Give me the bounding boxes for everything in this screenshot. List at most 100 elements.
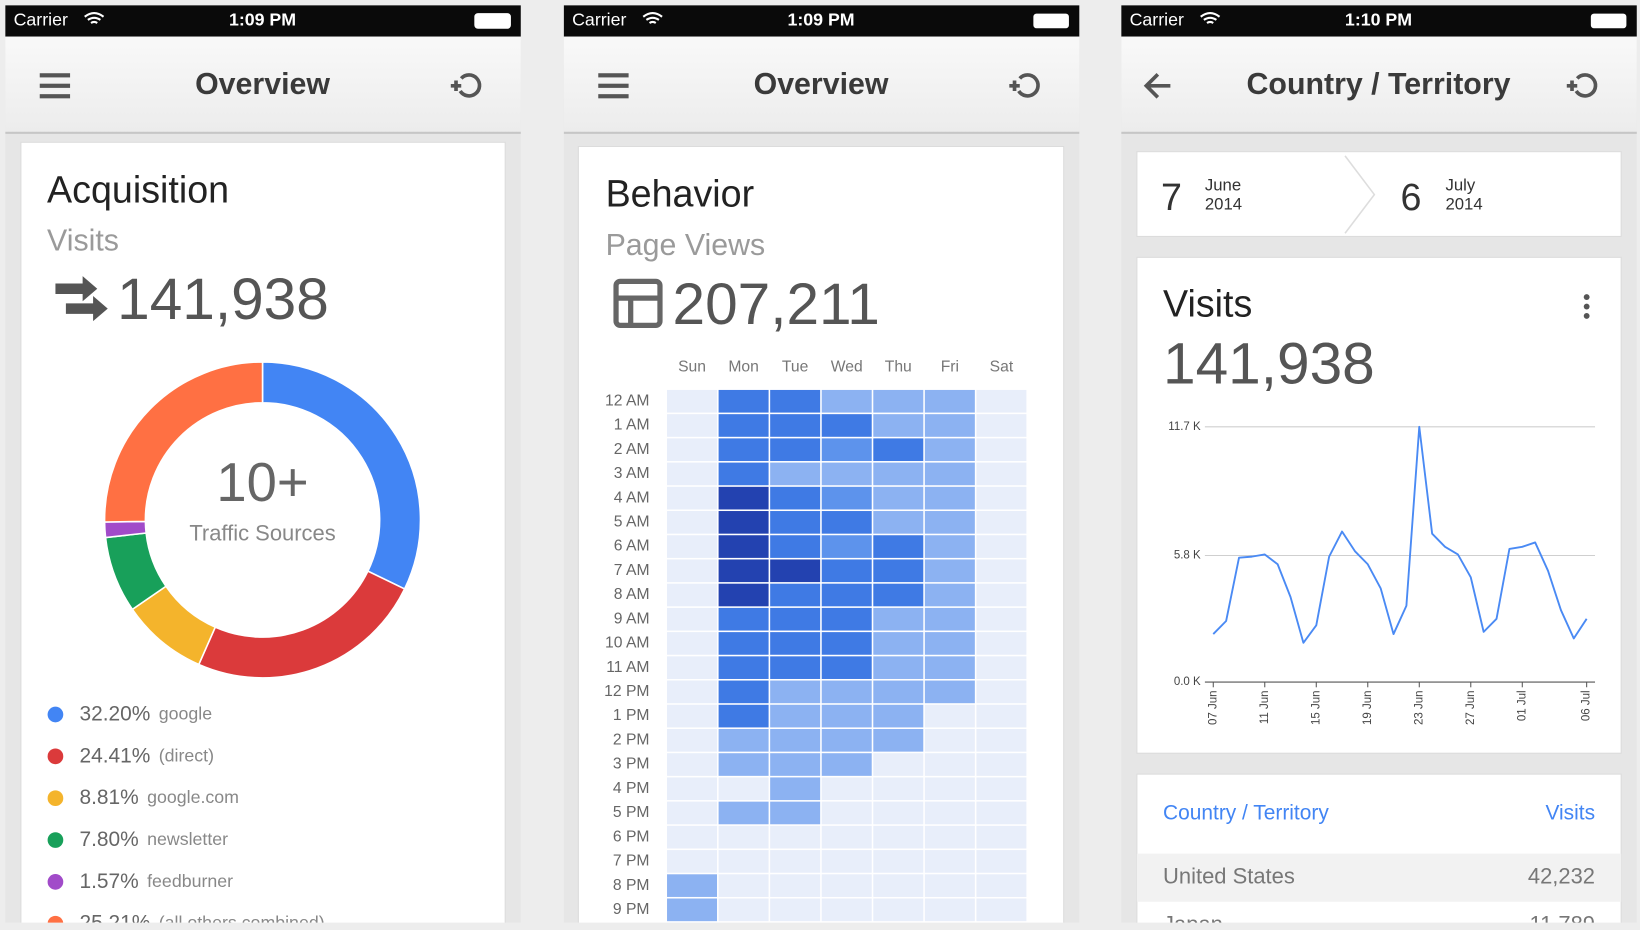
legend-item: 7.80% newsletter bbox=[79, 828, 228, 851]
acquisition-icon bbox=[55, 276, 108, 322]
page-views-icon bbox=[613, 278, 663, 328]
heatmap-cell bbox=[718, 486, 769, 510]
heatmap-cell bbox=[976, 438, 1027, 462]
heatmap-cell bbox=[873, 898, 924, 922]
legend-item: 24.41% (direct) bbox=[79, 744, 214, 767]
heatmap-cell bbox=[821, 704, 872, 728]
heatmap-cell bbox=[976, 389, 1027, 413]
day-label: Wed bbox=[831, 358, 863, 375]
heatmap-cell bbox=[667, 825, 718, 849]
heatmap-cell bbox=[821, 511, 872, 534]
heatmap-cell bbox=[770, 680, 821, 704]
phone-screen: Carrier 1:09 PM Overview Acquisition Vis… bbox=[5, 5, 521, 930]
heatmap-cell bbox=[821, 753, 872, 776]
heatmap-cell bbox=[976, 898, 1027, 922]
column-header[interactable]: Visits bbox=[1545, 801, 1595, 824]
column-header[interactable]: Country / Territory bbox=[1163, 801, 1329, 824]
nav-title: Country / Territory bbox=[1247, 68, 1511, 101]
heatmap-cell bbox=[770, 704, 821, 728]
x-tick-label: 11 Jun bbox=[1259, 690, 1271, 724]
heatmap-cell bbox=[667, 607, 718, 631]
heatmap-cell bbox=[873, 874, 924, 897]
card bbox=[1136, 256, 1622, 754]
heatmap-cell bbox=[924, 753, 975, 776]
more-button[interactable] bbox=[1583, 294, 1590, 319]
heatmap-cell bbox=[924, 850, 975, 873]
heatmap-cell bbox=[718, 462, 769, 486]
refresh-button[interactable] bbox=[1009, 73, 1040, 98]
heatmap-cell bbox=[976, 486, 1027, 510]
heatmap-cell bbox=[667, 753, 718, 776]
refresh-button[interactable] bbox=[450, 73, 482, 98]
heatmap-cell bbox=[821, 777, 872, 801]
heatmap-cell bbox=[873, 607, 924, 631]
legend-percent: 25.21% bbox=[79, 911, 150, 930]
heatmap: Sun Mon Tue Wed Thu Fri Sat 12 AM 1 AM 2 AM 3 AM 4 … bbox=[604, 358, 1027, 922]
end-month: July bbox=[1445, 176, 1475, 195]
hour-label: 9 PM bbox=[613, 901, 650, 918]
heatmap-cell bbox=[770, 462, 821, 486]
hour-label: 5 AM bbox=[614, 513, 650, 530]
heatmap-cell bbox=[821, 656, 872, 679]
heatmap-cell bbox=[667, 414, 718, 437]
heatmap-cell bbox=[718, 414, 769, 437]
heatmap-cell bbox=[873, 753, 924, 776]
end-year: 2014 bbox=[1445, 194, 1482, 213]
menu-button[interactable] bbox=[598, 73, 629, 99]
heatmap-cell bbox=[718, 753, 769, 776]
heatmap-cell bbox=[667, 680, 718, 704]
heatmap-cell bbox=[770, 728, 821, 752]
back-button[interactable] bbox=[1143, 72, 1171, 99]
heatmap-cell bbox=[770, 825, 821, 849]
row-bg bbox=[1136, 853, 1622, 902]
hour-label: 10 AM bbox=[605, 635, 649, 652]
heatmap-cell bbox=[873, 511, 924, 534]
hour-label: 1 PM bbox=[613, 707, 650, 724]
legend-item: 25.21% (all others combined) bbox=[79, 911, 324, 930]
heatmap-cell bbox=[667, 462, 718, 486]
heatmap-cell bbox=[667, 801, 718, 825]
heatmap-cell bbox=[924, 680, 975, 704]
heatmap-cell bbox=[718, 632, 769, 655]
heatmap-cell bbox=[667, 632, 718, 655]
heatmap-cell bbox=[976, 801, 1027, 825]
battery bbox=[1033, 13, 1069, 29]
start-year: 2014 bbox=[1205, 194, 1242, 213]
date-range[interactable] bbox=[1136, 151, 1622, 237]
heatmap-cell bbox=[873, 438, 924, 462]
heatmap-cell bbox=[821, 486, 872, 510]
heatmap-cell bbox=[873, 801, 924, 825]
table-card bbox=[1136, 773, 1622, 923]
heatmap-cell bbox=[924, 414, 975, 437]
heatmap-cell bbox=[873, 728, 924, 752]
legend-dot bbox=[47, 706, 64, 723]
hour-label: 1 AM bbox=[614, 417, 650, 434]
heatmap-cell bbox=[873, 656, 924, 679]
heatmap-cell bbox=[924, 535, 975, 558]
heatmap-cell bbox=[976, 753, 1027, 776]
heatmap-cell bbox=[873, 850, 924, 873]
refresh-button[interactable] bbox=[1566, 73, 1598, 98]
heatmap-cell bbox=[924, 632, 975, 655]
legend-dot bbox=[47, 832, 64, 848]
heatmap-cell bbox=[667, 898, 718, 922]
start-month: June bbox=[1205, 176, 1241, 195]
heatmap-cell bbox=[821, 389, 872, 413]
heatmap-cell bbox=[976, 680, 1027, 704]
x-tick-label: 19 Jun bbox=[1362, 690, 1374, 725]
nav-bar bbox=[1121, 36, 1637, 133]
heatmap-cell bbox=[667, 535, 718, 558]
hour-label: 2 PM bbox=[613, 731, 650, 748]
heatmap-cell bbox=[976, 535, 1027, 558]
hour-label: 5 PM bbox=[613, 804, 650, 821]
heatmap-cell bbox=[924, 777, 975, 801]
heatmap-cell bbox=[667, 777, 718, 801]
hour-label: 7 PM bbox=[613, 853, 650, 870]
menu-button[interactable] bbox=[39, 73, 71, 99]
end-day: 6 bbox=[1400, 176, 1421, 218]
heatmap-cell bbox=[873, 559, 924, 583]
heatmap-cell bbox=[873, 414, 924, 437]
day-label: Sat bbox=[990, 358, 1014, 375]
heatmap-cell bbox=[821, 462, 872, 486]
legend-percent: 1.57% bbox=[79, 869, 138, 892]
